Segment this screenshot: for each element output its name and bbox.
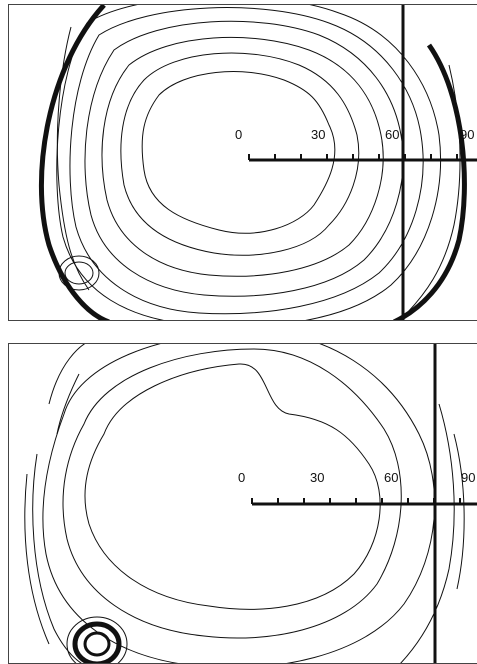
isopter-b4 bbox=[48, 344, 86, 405]
isopter-group-bottom bbox=[24, 344, 465, 663]
isopter-3 bbox=[101, 36, 384, 277]
isopter-b3 bbox=[42, 344, 436, 663]
blind-spot-top bbox=[58, 255, 100, 291]
isopter-b9 bbox=[56, 373, 80, 435]
scale-ticks-top bbox=[248, 154, 458, 160]
isopter-b5 bbox=[32, 453, 82, 663]
outer-boundary-left bbox=[38, 5, 110, 320]
scale-label-0-bottom: 0 bbox=[238, 470, 245, 485]
scale-label-30-bottom: 30 bbox=[310, 470, 324, 485]
isopter-1 bbox=[141, 71, 336, 234]
isopter-2 bbox=[120, 52, 360, 256]
isopter-b7 bbox=[400, 403, 455, 663]
perimetry-map-bottom: 0 30 60 90 bbox=[8, 343, 477, 664]
isopter-b8 bbox=[453, 433, 465, 590]
blind-spot-top-inner bbox=[64, 261, 94, 285]
isopter-diagram-top: 0 30 60 90 bbox=[38, 5, 477, 320]
isopter-b1 bbox=[84, 363, 381, 610]
scale-label-30: 30 bbox=[311, 127, 325, 142]
isopter-b6 bbox=[24, 473, 50, 645]
scale-ticks-bottom bbox=[251, 498, 461, 504]
scale-label-60-bottom: 60 bbox=[384, 470, 398, 485]
isopter-diagram-bottom: 0 30 60 90 bbox=[24, 344, 477, 663]
scale-label-0: 0 bbox=[235, 127, 242, 142]
scale-label-90: 90 bbox=[460, 127, 474, 142]
isopter-8 bbox=[406, 64, 461, 314]
scale-label-60: 60 bbox=[385, 127, 399, 142]
isopter-b2 bbox=[62, 348, 402, 639]
scale-label-90-bottom: 90 bbox=[461, 470, 475, 485]
blind-spot-bottom bbox=[66, 616, 128, 663]
outer-boundary-right bbox=[392, 43, 467, 320]
isopter-group-top bbox=[56, 5, 461, 320]
perimetry-map-top: 0 30 60 90 bbox=[8, 4, 477, 321]
isopter-6 bbox=[56, 5, 442, 320]
isopter-5 bbox=[69, 7, 424, 315]
isopter-4 bbox=[84, 20, 404, 297]
